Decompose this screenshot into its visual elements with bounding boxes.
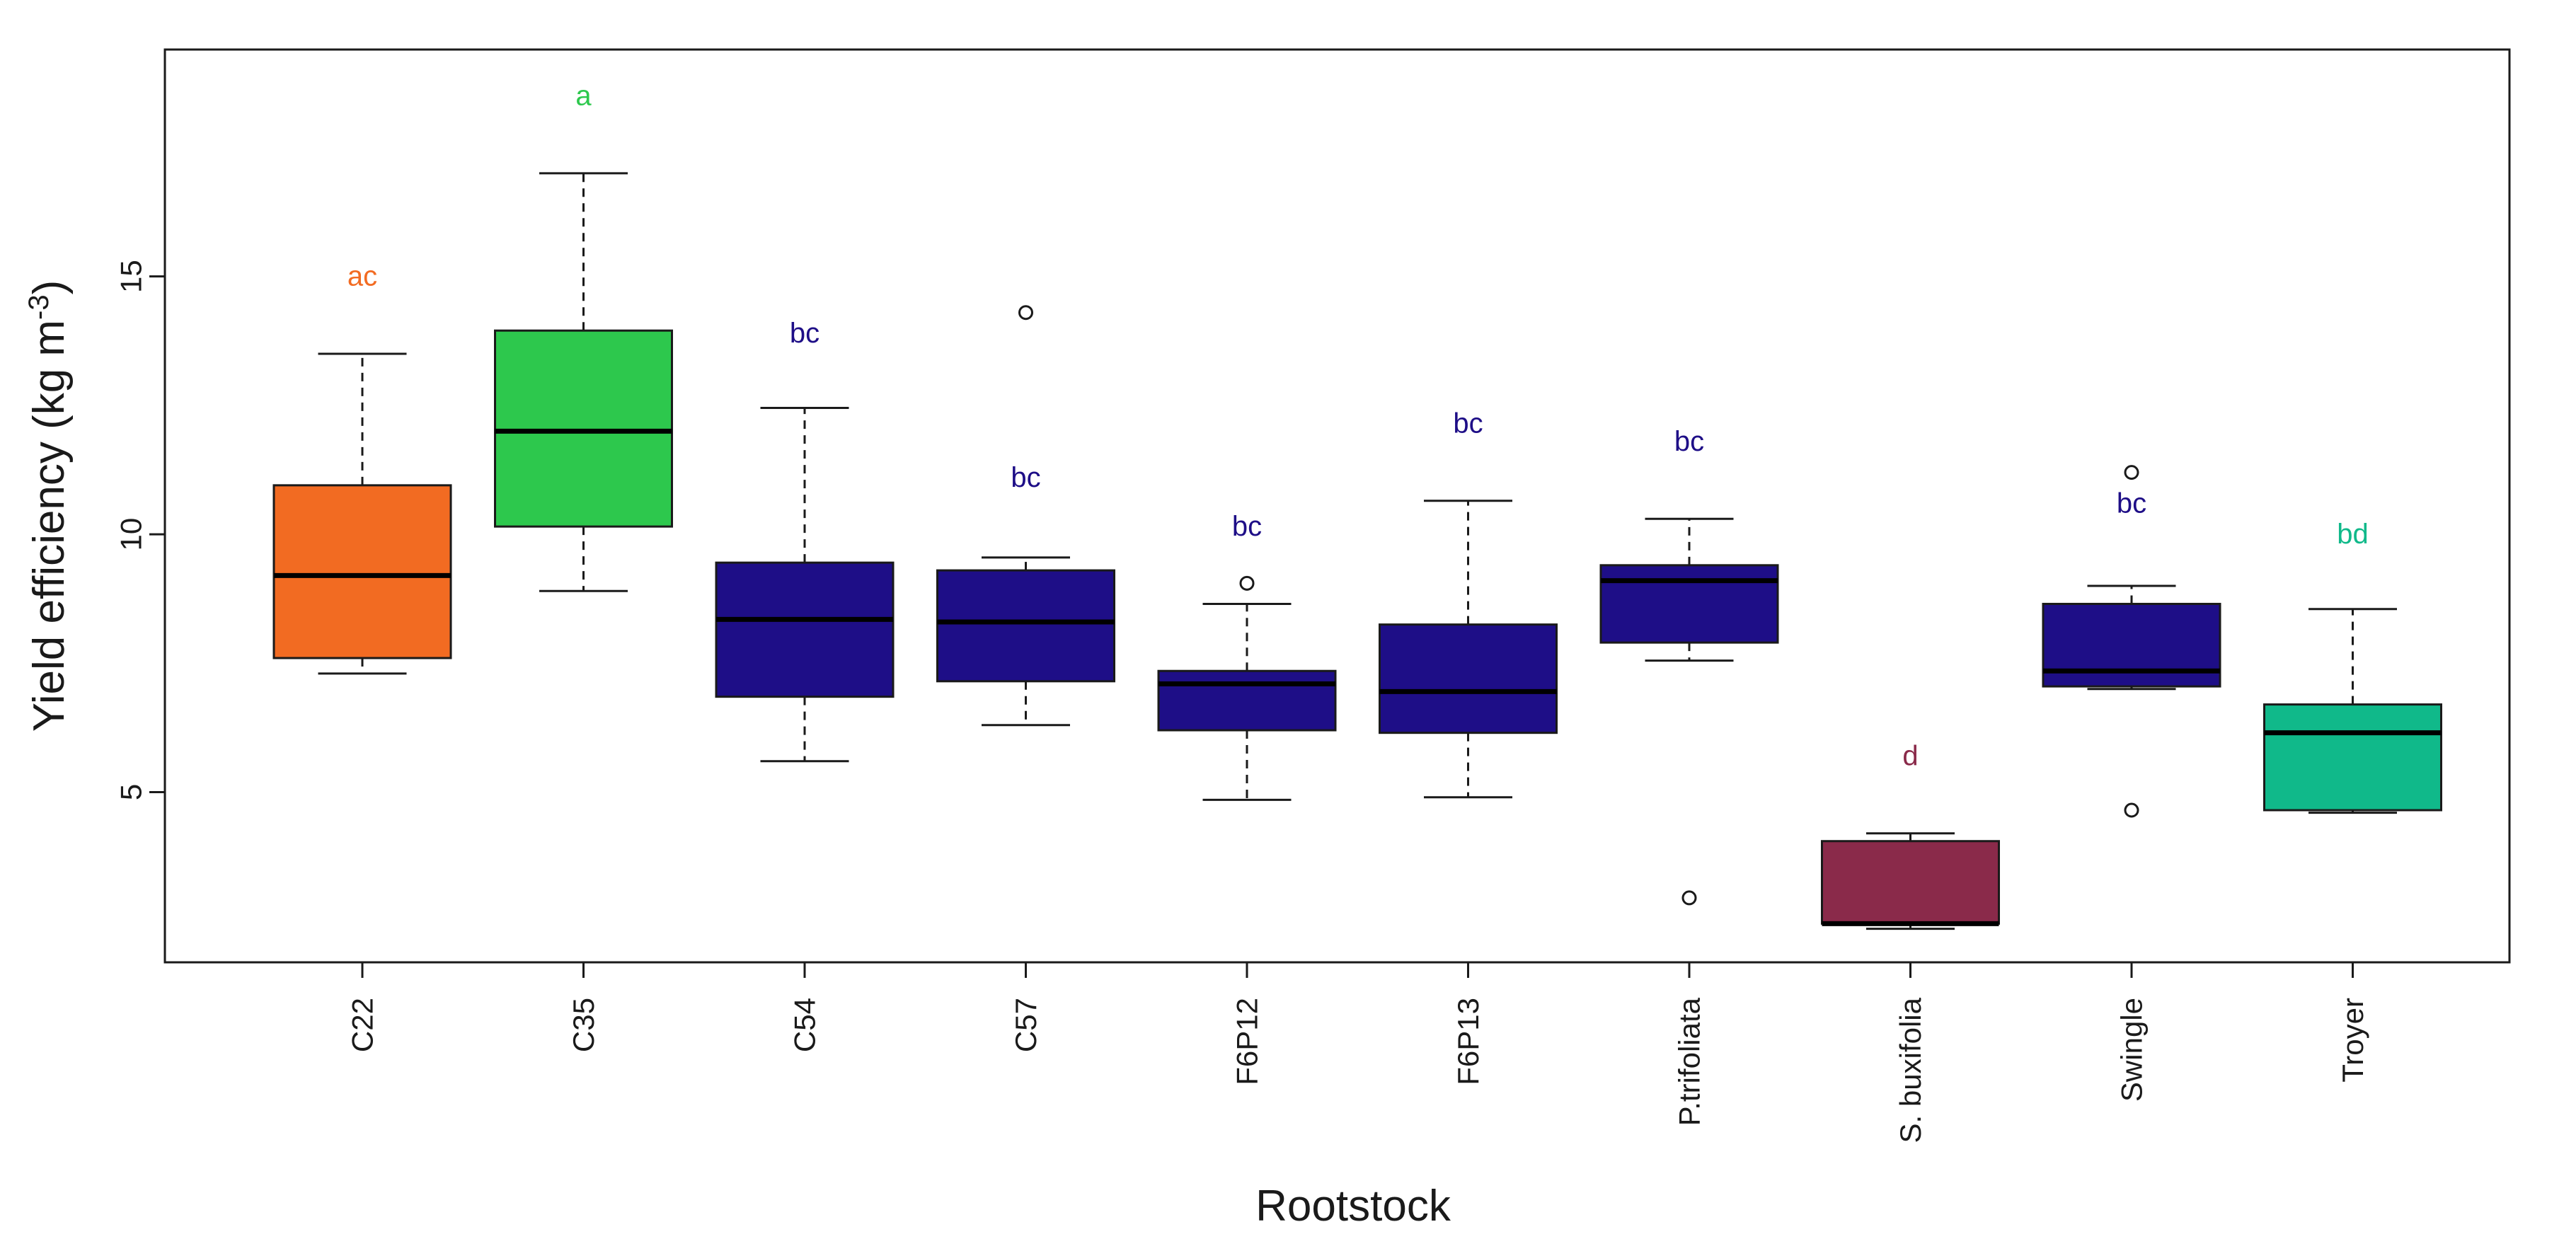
box-s-buxifolia <box>1821 832 2000 930</box>
boxes-layer <box>272 172 2442 930</box>
iqr-box <box>494 329 673 528</box>
iqr-box <box>715 561 895 698</box>
group-letter-label: bc <box>1453 408 1483 439</box>
group-letter-label: bc <box>1674 426 1704 457</box>
box-c35 <box>494 172 673 592</box>
y-tick-label: 5 <box>115 784 148 800</box>
group-letter-label: bc <box>790 318 820 349</box>
box-troyer <box>2263 608 2442 814</box>
x-tick-label: P.trifoliata <box>1673 997 1706 1126</box>
x-axis-title: Rootstock <box>1255 1182 1451 1230</box>
box-p-trifoliata <box>1599 517 1779 906</box>
iqr-box <box>272 484 452 659</box>
outlier-point <box>1018 305 1033 321</box>
x-tick-label: S. buxifolia <box>1894 997 1927 1143</box>
x-tick-label: C35 <box>567 998 600 1052</box>
y-tick-label: 15 <box>115 260 148 293</box>
x-tick-label: C54 <box>788 998 822 1052</box>
outlier-point <box>2124 465 2139 480</box>
x-tick-label: Troyer <box>2336 998 2369 1083</box>
y-axis-title: Yield efficiency (kg m-3) <box>23 280 74 732</box>
group-letter-label: bc <box>1011 462 1040 493</box>
group-letters-layer: ac a bc bc bc bc bc d bc bd <box>347 81 2369 772</box>
group-letter-label: d <box>1902 740 1918 771</box>
iqr-box <box>1379 623 1558 734</box>
group-letter-label: a <box>575 81 592 112</box>
x-tick-label: Swingle <box>2115 998 2149 1102</box>
box-c22 <box>272 352 452 675</box>
group-letter-label: ac <box>347 261 377 292</box>
outlier-point <box>1239 575 1255 591</box>
box-c54 <box>715 407 895 763</box>
group-letter-label: bd <box>2337 519 2369 550</box>
iqr-box <box>936 569 1115 683</box>
y-axis: 5 10 15 <box>115 260 166 800</box>
iqr-box <box>2042 602 2221 688</box>
box-c57 <box>936 305 1115 727</box>
iqr-box <box>1157 669 1337 732</box>
outlier-point <box>2124 802 2139 818</box>
group-letter-label: bc <box>1232 511 1262 542</box>
x-tick-label: C22 <box>346 998 379 1052</box>
x-tick-label: C57 <box>1009 998 1042 1052</box>
box-f6p12 <box>1157 575 1337 801</box>
x-tick-label: F6P13 <box>1451 998 1485 1085</box>
group-letter-label: bc <box>2117 488 2146 519</box>
x-tick-label: F6P12 <box>1231 998 1264 1085</box>
iqr-box <box>1821 840 2000 925</box>
iqr-box <box>1599 564 1779 644</box>
y-tick-label: 10 <box>115 518 148 551</box>
box-swingle <box>2042 465 2221 818</box>
outlier-point <box>1681 890 1697 906</box>
x-axis: C22 C35 C54 C57 F6P12 F6P13 P.trifoliata S. bux… <box>346 961 2369 1143</box>
iqr-box <box>2263 703 2442 812</box>
box-f6p13 <box>1379 500 1558 799</box>
